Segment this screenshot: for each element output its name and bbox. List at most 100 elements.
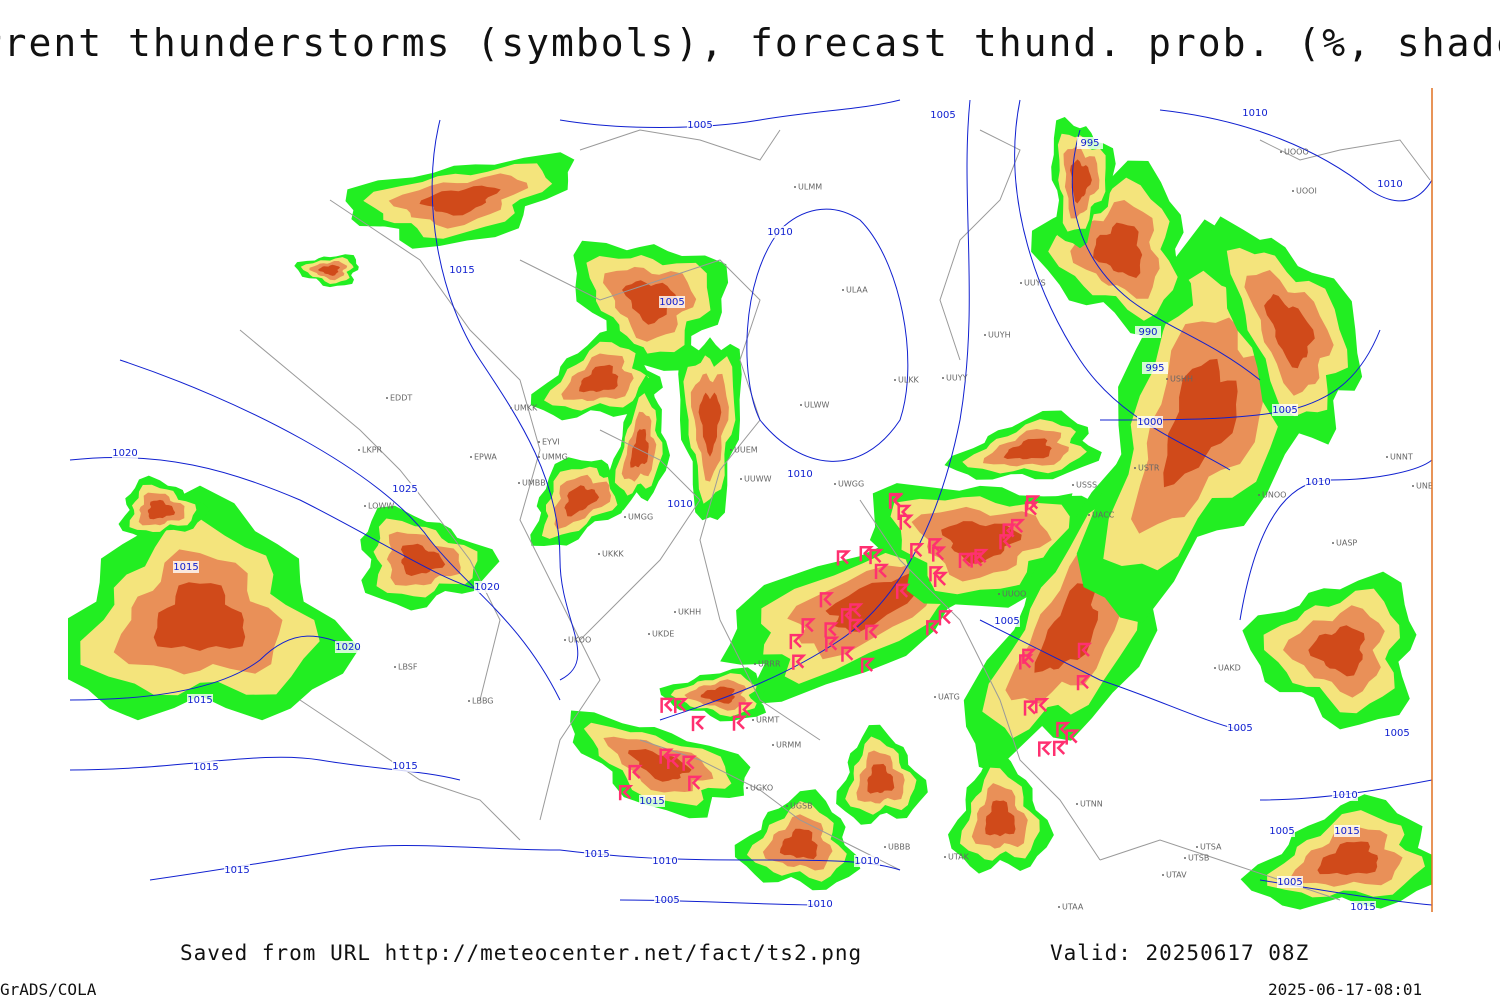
storm-symbol: [732, 715, 748, 731]
isobar-label-bg: [1384, 727, 1410, 739]
storm-symbol: [1038, 741, 1053, 757]
storm-symbol: [1026, 495, 1041, 511]
station-dot: [358, 449, 360, 451]
storm-symbol: [840, 608, 856, 624]
shade-3: [1317, 841, 1379, 876]
station-dot: [1072, 484, 1074, 486]
storm-symbol: [938, 610, 953, 626]
station-dot: [364, 505, 366, 507]
shade-3: [1264, 294, 1315, 369]
station-code: LOWW: [368, 502, 394, 511]
station-dot: [1412, 485, 1414, 487]
station-dot: [942, 377, 944, 379]
source-url: Saved from URL http://meteocenter.net/fa…: [180, 941, 862, 965]
storm-symbol: [659, 748, 674, 764]
shade-3: [630, 429, 649, 468]
storm-symbol: [682, 755, 697, 771]
shade-3: [400, 543, 446, 576]
shade-3: [153, 582, 246, 651]
station-code: ULWW: [804, 401, 829, 410]
station-code: UTSA: [1200, 843, 1222, 852]
storm-symbol: [860, 657, 876, 673]
station-dot: [598, 553, 600, 555]
isobar-label-bg: [1077, 137, 1103, 149]
station-dot: [674, 611, 676, 613]
station-code: UNNT: [1390, 453, 1413, 462]
shade-3: [1163, 358, 1238, 488]
isobar-label: 1005: [1272, 405, 1297, 416]
station-dot: [746, 787, 748, 789]
station-dot: [1076, 803, 1078, 805]
isobar-label: 1015: [187, 695, 212, 706]
storm-symbol: [824, 622, 839, 638]
storm-symbol: [1077, 642, 1093, 659]
station-code: UMGG: [628, 513, 653, 522]
storm-symbol: [848, 618, 864, 635]
station-dot: [386, 397, 388, 399]
isobar-label: 1025: [392, 484, 417, 495]
isobar-label: 1015: [449, 265, 474, 276]
station-code: EDDT: [390, 394, 412, 403]
station-code: USSS: [1076, 481, 1097, 490]
shade-3: [318, 264, 340, 276]
station-dot: [518, 482, 520, 484]
storm-symbol: [674, 697, 689, 714]
borders: [239, 129, 1431, 901]
isobar-label-bg: [1269, 825, 1295, 837]
isobar-label: 990: [1138, 327, 1157, 338]
storm-symbol: [874, 563, 890, 579]
isobar-label: 1005: [659, 297, 684, 308]
storm-symbol: [929, 566, 944, 582]
storm-symbol: [1052, 740, 1068, 757]
storm-symbol: [667, 753, 682, 769]
station-dot: [740, 478, 742, 480]
station-dot: [786, 805, 788, 807]
storm-symbol: [801, 618, 816, 634]
map-labels: 1005 1005 1010 995 1010 1010 1015 1005 990 995 100…: [112, 107, 1432, 912]
storm-symbol: [841, 646, 856, 662]
isobar-label-bg: [1272, 404, 1298, 416]
isobar-label-bg: [1137, 416, 1163, 428]
isobar-label: 1005: [1277, 877, 1302, 888]
storm-symbol: [836, 550, 852, 566]
isobar-label: 1015: [1334, 826, 1359, 837]
station-code: LBBG: [472, 697, 494, 706]
valid-time: Valid: 20250617 08Z: [1050, 941, 1309, 965]
station-code: UUYS: [1024, 279, 1046, 288]
station-code: UACC: [1092, 511, 1115, 520]
shade-3: [628, 749, 692, 782]
storm-symbol: [865, 624, 880, 640]
storm-symbol: [688, 775, 703, 791]
isobar-label: 1005: [1384, 728, 1409, 739]
isobar-label-bg: [639, 795, 665, 807]
isobar-label-bg: [1135, 326, 1161, 338]
station-dot: [984, 334, 986, 336]
station-code: UTNN: [1080, 800, 1103, 809]
storm-symbol: [859, 546, 874, 562]
storm-symbol: [849, 603, 864, 619]
isobar-label-bg: [767, 226, 793, 238]
station-code: UOOI: [1296, 187, 1317, 196]
station-dot: [1280, 151, 1282, 153]
isobar-label-bg: [652, 855, 678, 867]
station-code: UBBB: [888, 843, 910, 852]
probability-shading: [68, 117, 1432, 910]
station-code: LBSF: [398, 663, 418, 672]
station-code: UMBB: [522, 479, 546, 488]
isobar-label: 1010: [652, 856, 677, 867]
station-code: UTAV: [1166, 871, 1187, 880]
storm-symbol: [1002, 523, 1017, 539]
isobar-label-bg: [659, 296, 685, 308]
station-code: UKDE: [652, 630, 674, 639]
isobar-label: 1005: [687, 120, 712, 131]
shade-3: [1070, 159, 1092, 204]
software: GrADS/COLA: [0, 980, 97, 999]
station-code: UASP: [1336, 539, 1357, 548]
isobar-label: 1020: [335, 642, 360, 653]
isobar-label: 1015: [173, 562, 198, 573]
isobar-label: 1005: [994, 616, 1019, 627]
storm-symbol: [789, 633, 804, 650]
shade-3: [622, 280, 678, 325]
